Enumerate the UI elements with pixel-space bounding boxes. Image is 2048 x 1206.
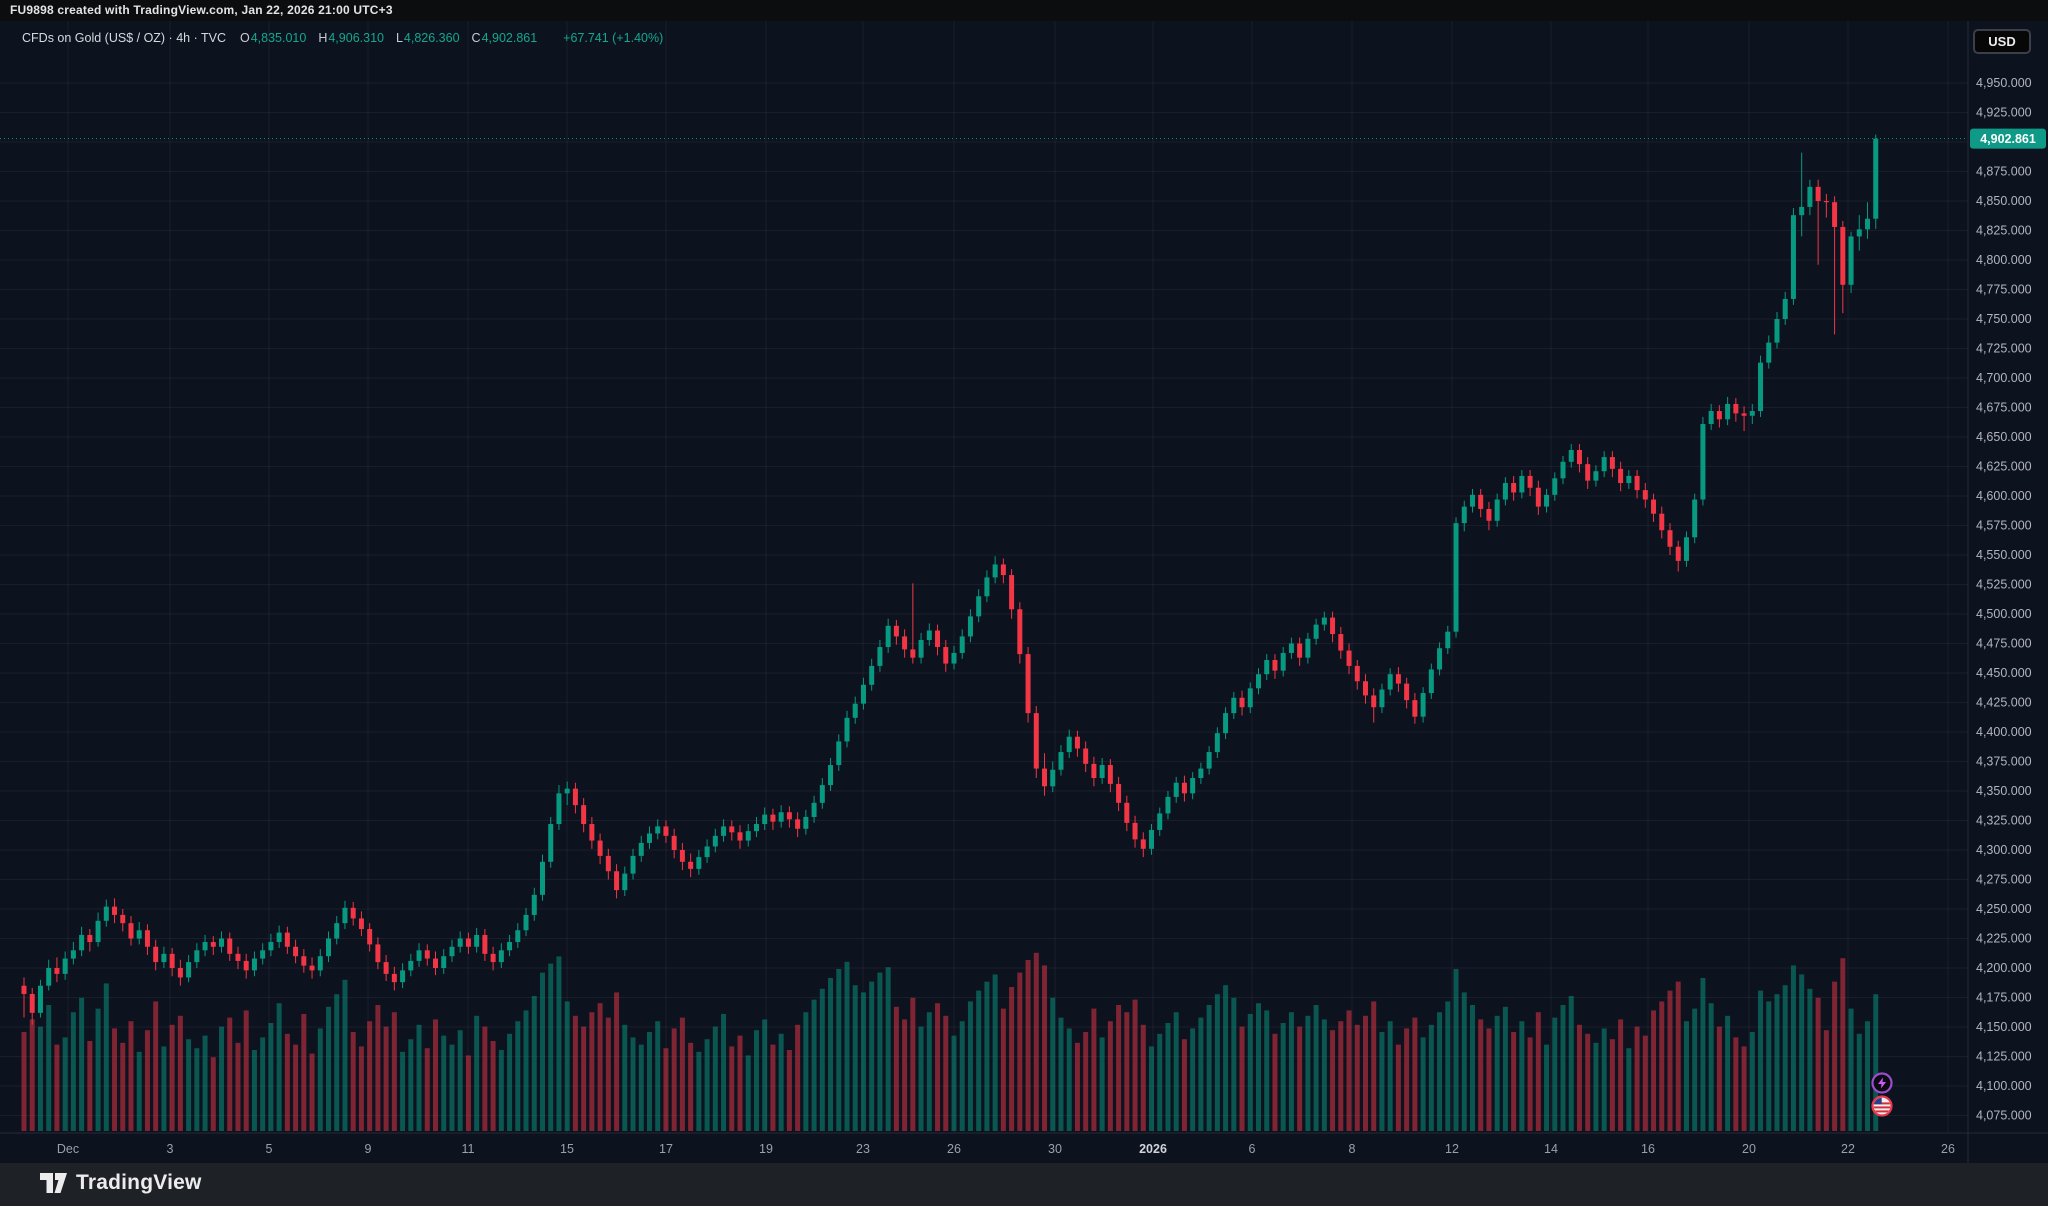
svg-text:4,925.000: 4,925.000 — [1976, 106, 2032, 120]
change-value: +67.741 (+1.40%) — [563, 31, 664, 45]
svg-text:4,375.000: 4,375.000 — [1976, 755, 2032, 769]
svg-text:4,200.000: 4,200.000 — [1976, 961, 2032, 975]
svg-text:4,475.000: 4,475.000 — [1976, 637, 2032, 651]
legend: CFDs on Gold (US$ / OZ) · 4h · TVC O4,83… — [22, 31, 663, 45]
svg-text:4,325.000: 4,325.000 — [1976, 814, 2032, 828]
svg-text:4,950.000: 4,950.000 — [1976, 76, 2032, 90]
tradingview-logo[interactable]: TradingView — [40, 1171, 202, 1195]
watermark-text: FU9898 created with TradingView.com, Jan… — [10, 3, 393, 17]
tradingview-brand-text: TradingView — [76, 1171, 202, 1194]
svg-text:4,775.000: 4,775.000 — [1976, 283, 2032, 297]
candlestick-chart[interactable]: 4,950.000 4,925.000 4,875.000 4,850.000 4,82… — [0, 21, 2048, 1163]
svg-text:4,125.000: 4,125.000 — [1976, 1050, 2032, 1064]
svg-text:4,875.000: 4,875.000 — [1976, 165, 2032, 179]
svg-text:4,650.000: 4,650.000 — [1976, 430, 2032, 444]
svg-text:22: 22 — [1841, 1142, 1855, 1156]
svg-text:15: 15 — [560, 1142, 574, 1156]
svg-text:4,725.000: 4,725.000 — [1976, 342, 2032, 356]
svg-text:4,625.000: 4,625.000 — [1976, 460, 2032, 474]
svg-text:4,525.000: 4,525.000 — [1976, 578, 2032, 592]
svg-text:23: 23 — [856, 1142, 870, 1156]
svg-text:4,300.000: 4,300.000 — [1976, 843, 2032, 857]
svg-text:9: 9 — [365, 1142, 372, 1156]
us-flag-event-icon[interactable] — [1871, 1095, 1893, 1117]
svg-text:4,500.000: 4,500.000 — [1976, 607, 2032, 621]
svg-text:4,600.000: 4,600.000 — [1976, 489, 2032, 503]
ohlc-values: O4,835.010 H4,906.310 L4,826.360 C4,902.861 — [239, 31, 538, 45]
svg-text:6: 6 — [1249, 1142, 1256, 1156]
svg-text:4,550.000: 4,550.000 — [1976, 548, 2032, 562]
svg-text:4,400.000: 4,400.000 — [1976, 725, 2032, 739]
chart-area[interactable]: 4,950.000 4,925.000 4,875.000 4,850.000 4,82… — [0, 21, 2048, 1163]
svg-text:4,800.000: 4,800.000 — [1976, 253, 2032, 267]
tradingview-logo-icon — [40, 1173, 67, 1193]
svg-text:4,750.000: 4,750.000 — [1976, 312, 2032, 326]
svg-text:4,350.000: 4,350.000 — [1976, 784, 2032, 798]
svg-text:8: 8 — [1349, 1142, 1356, 1156]
svg-text:4,425.000: 4,425.000 — [1976, 696, 2032, 710]
svg-text:30: 30 — [1048, 1142, 1062, 1156]
svg-text:17: 17 — [659, 1142, 673, 1156]
footer: TradingView — [0, 1163, 2048, 1206]
svg-text:3: 3 — [167, 1142, 174, 1156]
svg-text:16: 16 — [1641, 1142, 1655, 1156]
svg-text:2026: 2026 — [1139, 1142, 1167, 1156]
svg-text:26: 26 — [947, 1142, 961, 1156]
svg-text:4,575.000: 4,575.000 — [1976, 519, 2032, 533]
svg-text:4,902.861: 4,902.861 — [1980, 132, 2036, 146]
svg-text:4,850.000: 4,850.000 — [1976, 194, 2032, 208]
svg-text:12: 12 — [1445, 1142, 1459, 1156]
svg-text:5: 5 — [266, 1142, 273, 1156]
svg-text:14: 14 — [1544, 1142, 1558, 1156]
svg-text:4,450.000: 4,450.000 — [1976, 666, 2032, 680]
svg-text:4,250.000: 4,250.000 — [1976, 902, 2032, 916]
svg-text:4,075.000: 4,075.000 — [1976, 1109, 2032, 1123]
svg-text:4,675.000: 4,675.000 — [1976, 401, 2032, 415]
svg-text:11: 11 — [462, 1142, 475, 1156]
svg-text:4,100.000: 4,100.000 — [1976, 1079, 2032, 1093]
symbol-title[interactable]: CFDs on Gold (US$ / OZ) · 4h · TVC — [22, 31, 226, 45]
svg-text:4,150.000: 4,150.000 — [1976, 1020, 2032, 1034]
svg-text:Dec: Dec — [57, 1142, 79, 1156]
svg-text:20: 20 — [1742, 1142, 1756, 1156]
svg-text:4,225.000: 4,225.000 — [1976, 932, 2032, 946]
svg-text:26: 26 — [1941, 1142, 1955, 1156]
svg-text:19: 19 — [759, 1142, 773, 1156]
svg-text:4,275.000: 4,275.000 — [1976, 873, 2032, 887]
svg-text:4,700.000: 4,700.000 — [1976, 371, 2032, 385]
svg-text:4,825.000: 4,825.000 — [1976, 224, 2032, 238]
top-bar: FU9898 created with TradingView.com, Jan… — [0, 0, 2048, 21]
currency-button[interactable]: USD — [1973, 29, 2031, 54]
svg-text:4,175.000: 4,175.000 — [1976, 991, 2032, 1005]
